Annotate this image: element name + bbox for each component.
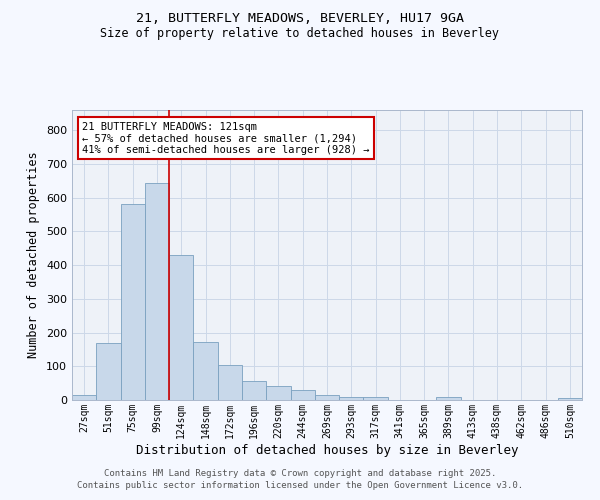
Bar xyxy=(145,183,169,400)
Bar xyxy=(193,342,218,400)
Bar xyxy=(266,386,290,400)
Bar xyxy=(436,398,461,400)
Bar xyxy=(315,395,339,400)
Text: 21 BUTTERFLY MEADOWS: 121sqm
← 57% of detached houses are smaller (1,294)
41% of: 21 BUTTERFLY MEADOWS: 121sqm ← 57% of de… xyxy=(82,122,370,155)
Bar xyxy=(339,396,364,400)
Text: Contains public sector information licensed under the Open Government Licence v3: Contains public sector information licen… xyxy=(77,481,523,490)
Bar xyxy=(72,395,96,400)
Bar xyxy=(169,255,193,400)
Text: Contains HM Land Registry data © Crown copyright and database right 2025.: Contains HM Land Registry data © Crown c… xyxy=(104,468,496,477)
Bar xyxy=(558,398,582,400)
X-axis label: Distribution of detached houses by size in Beverley: Distribution of detached houses by size … xyxy=(136,444,518,456)
Bar xyxy=(290,390,315,400)
Bar xyxy=(96,344,121,400)
Y-axis label: Number of detached properties: Number of detached properties xyxy=(28,152,40,358)
Bar xyxy=(364,396,388,400)
Bar xyxy=(218,366,242,400)
Text: 21, BUTTERFLY MEADOWS, BEVERLEY, HU17 9GA: 21, BUTTERFLY MEADOWS, BEVERLEY, HU17 9G… xyxy=(136,12,464,26)
Bar xyxy=(242,381,266,400)
Text: Size of property relative to detached houses in Beverley: Size of property relative to detached ho… xyxy=(101,28,499,40)
Bar xyxy=(121,204,145,400)
